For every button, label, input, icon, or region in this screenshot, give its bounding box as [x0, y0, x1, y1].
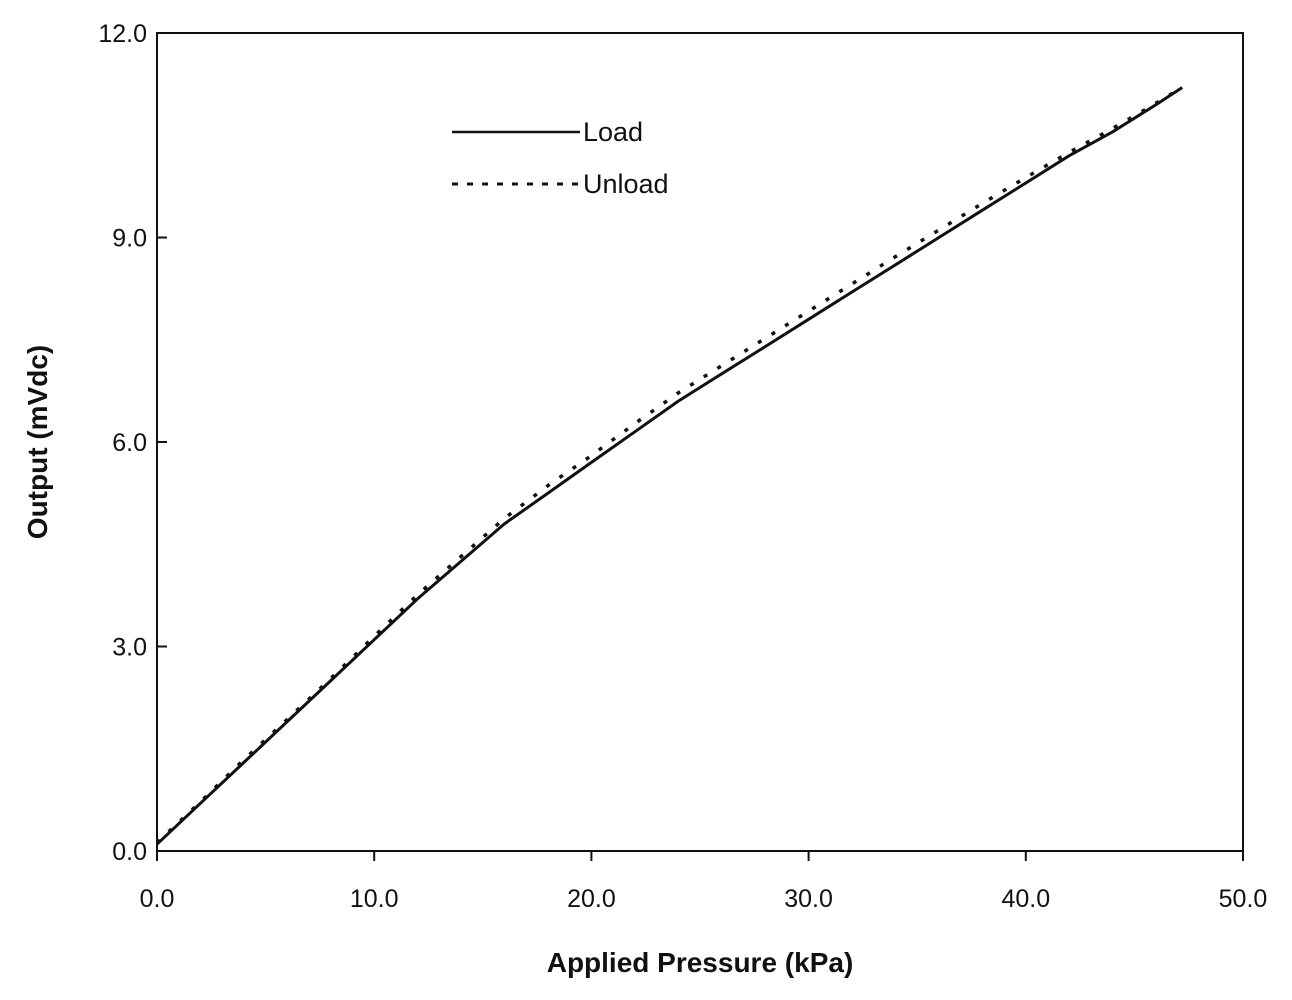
series-layer: [155, 86, 1184, 846]
legend-label-load: Load: [583, 117, 643, 147]
x-tick-label-3: 30.0: [784, 885, 833, 913]
y-axis-ticks: 0.0 3.0 6.0 9.0 12.0: [98, 20, 167, 866]
x-tick-label-5: 50.0: [1219, 885, 1268, 913]
x-tick-label-4: 40.0: [1001, 885, 1050, 913]
y-tick-label-4: 12.0: [98, 20, 147, 48]
legend: Load Unload: [452, 117, 669, 199]
y-tick-label-3: 9.0: [112, 225, 147, 253]
x-axis-ticks: 0.0 10.0 20.0 30.0 40.0 50.0: [140, 851, 1268, 913]
y-tick-label-0: 0.0: [112, 838, 147, 866]
y-axis-title: Output (mVdc): [22, 345, 53, 539]
legend-label-unload: Unload: [583, 169, 669, 199]
x-axis-title: Applied Pressure (kPa): [547, 947, 854, 978]
plot-area: [156, 32, 1244, 852]
series-line-load: [155, 86, 1184, 846]
x-tick-label-2: 20.0: [567, 885, 616, 913]
x-tick-label-0: 0.0: [140, 885, 175, 913]
series-line-unload: [155, 86, 1184, 845]
x-tick-label-1: 10.0: [350, 885, 399, 913]
y-tick-label-1: 3.0: [112, 634, 147, 662]
y-tick-label-2: 6.0: [112, 429, 147, 457]
